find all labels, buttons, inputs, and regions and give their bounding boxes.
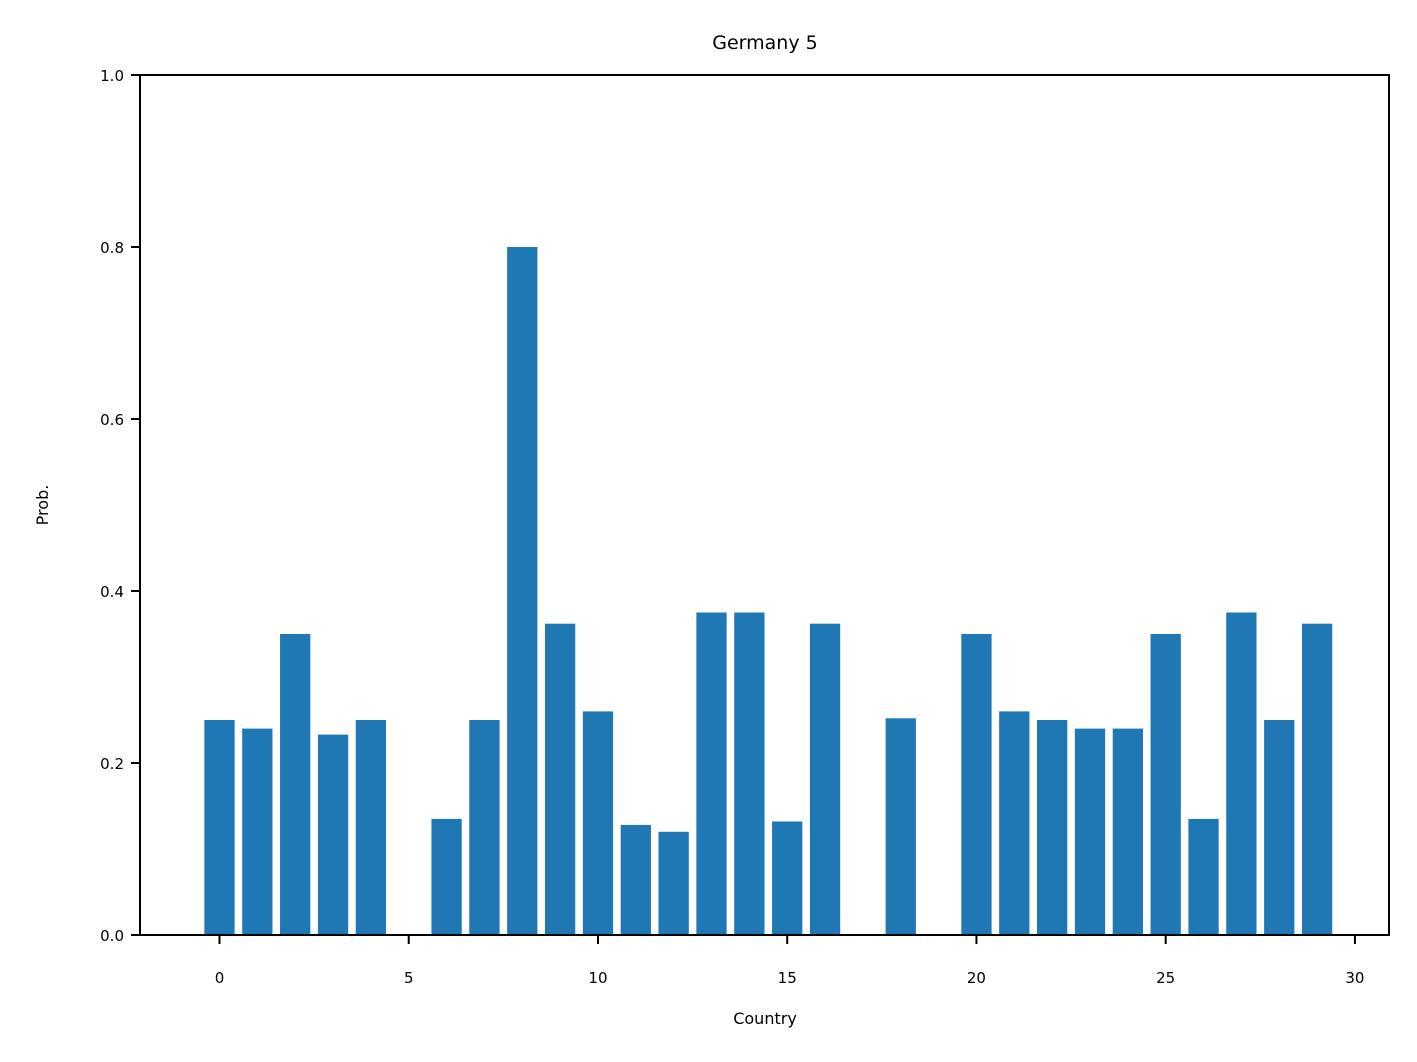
bars-group (204, 247, 1333, 935)
bar (1037, 720, 1068, 935)
bar (809, 623, 841, 935)
bar (1264, 720, 1295, 935)
x-tick-label: 20 (967, 969, 986, 987)
bar (1150, 634, 1181, 935)
bar (280, 634, 311, 935)
bar (1112, 728, 1143, 935)
bar (885, 718, 916, 935)
y-tick-label: 0.6 (100, 411, 124, 429)
bar (696, 612, 727, 935)
bar (469, 720, 500, 935)
x-tick-label: 25 (1156, 969, 1175, 987)
bar (242, 728, 273, 935)
x-tick-label: 15 (778, 969, 797, 987)
bar (658, 831, 689, 935)
x-tick-label: 10 (588, 969, 607, 987)
y-axis-ticks: 0.0 0.2 0.4 0.6 0.8 1.0 (100, 67, 140, 945)
y-tick-label: 0.0 (100, 927, 124, 945)
bar (734, 612, 765, 935)
bar (772, 821, 803, 935)
x-axis-label: Country (733, 1009, 797, 1028)
bar (204, 720, 235, 935)
bar (961, 634, 992, 935)
bar (1188, 818, 1219, 935)
x-axis-ticks: 0 5 10 15 20 25 30 (215, 935, 1364, 987)
bar (999, 711, 1030, 935)
y-tick-label: 0.2 (100, 755, 124, 773)
plot-frame (139, 74, 1390, 936)
bar (1226, 612, 1257, 935)
x-tick-label: 0 (215, 969, 225, 987)
bar (355, 720, 387, 935)
bar (317, 734, 349, 935)
chart-title: Germany 5 (712, 32, 817, 54)
y-tick-label: 1.0 (100, 67, 124, 85)
bar (582, 711, 614, 935)
y-tick-label: 0.8 (100, 239, 124, 257)
x-tick-label: 30 (1345, 969, 1364, 987)
x-tick-label: 5 (404, 969, 414, 987)
y-axis-label: Prob. (33, 485, 52, 526)
bar (544, 623, 576, 935)
y-tick-label: 0.4 (100, 583, 124, 601)
bar (1301, 623, 1333, 935)
bar (620, 824, 651, 935)
bar (431, 818, 462, 935)
bar (507, 247, 538, 935)
bar (1074, 728, 1106, 935)
